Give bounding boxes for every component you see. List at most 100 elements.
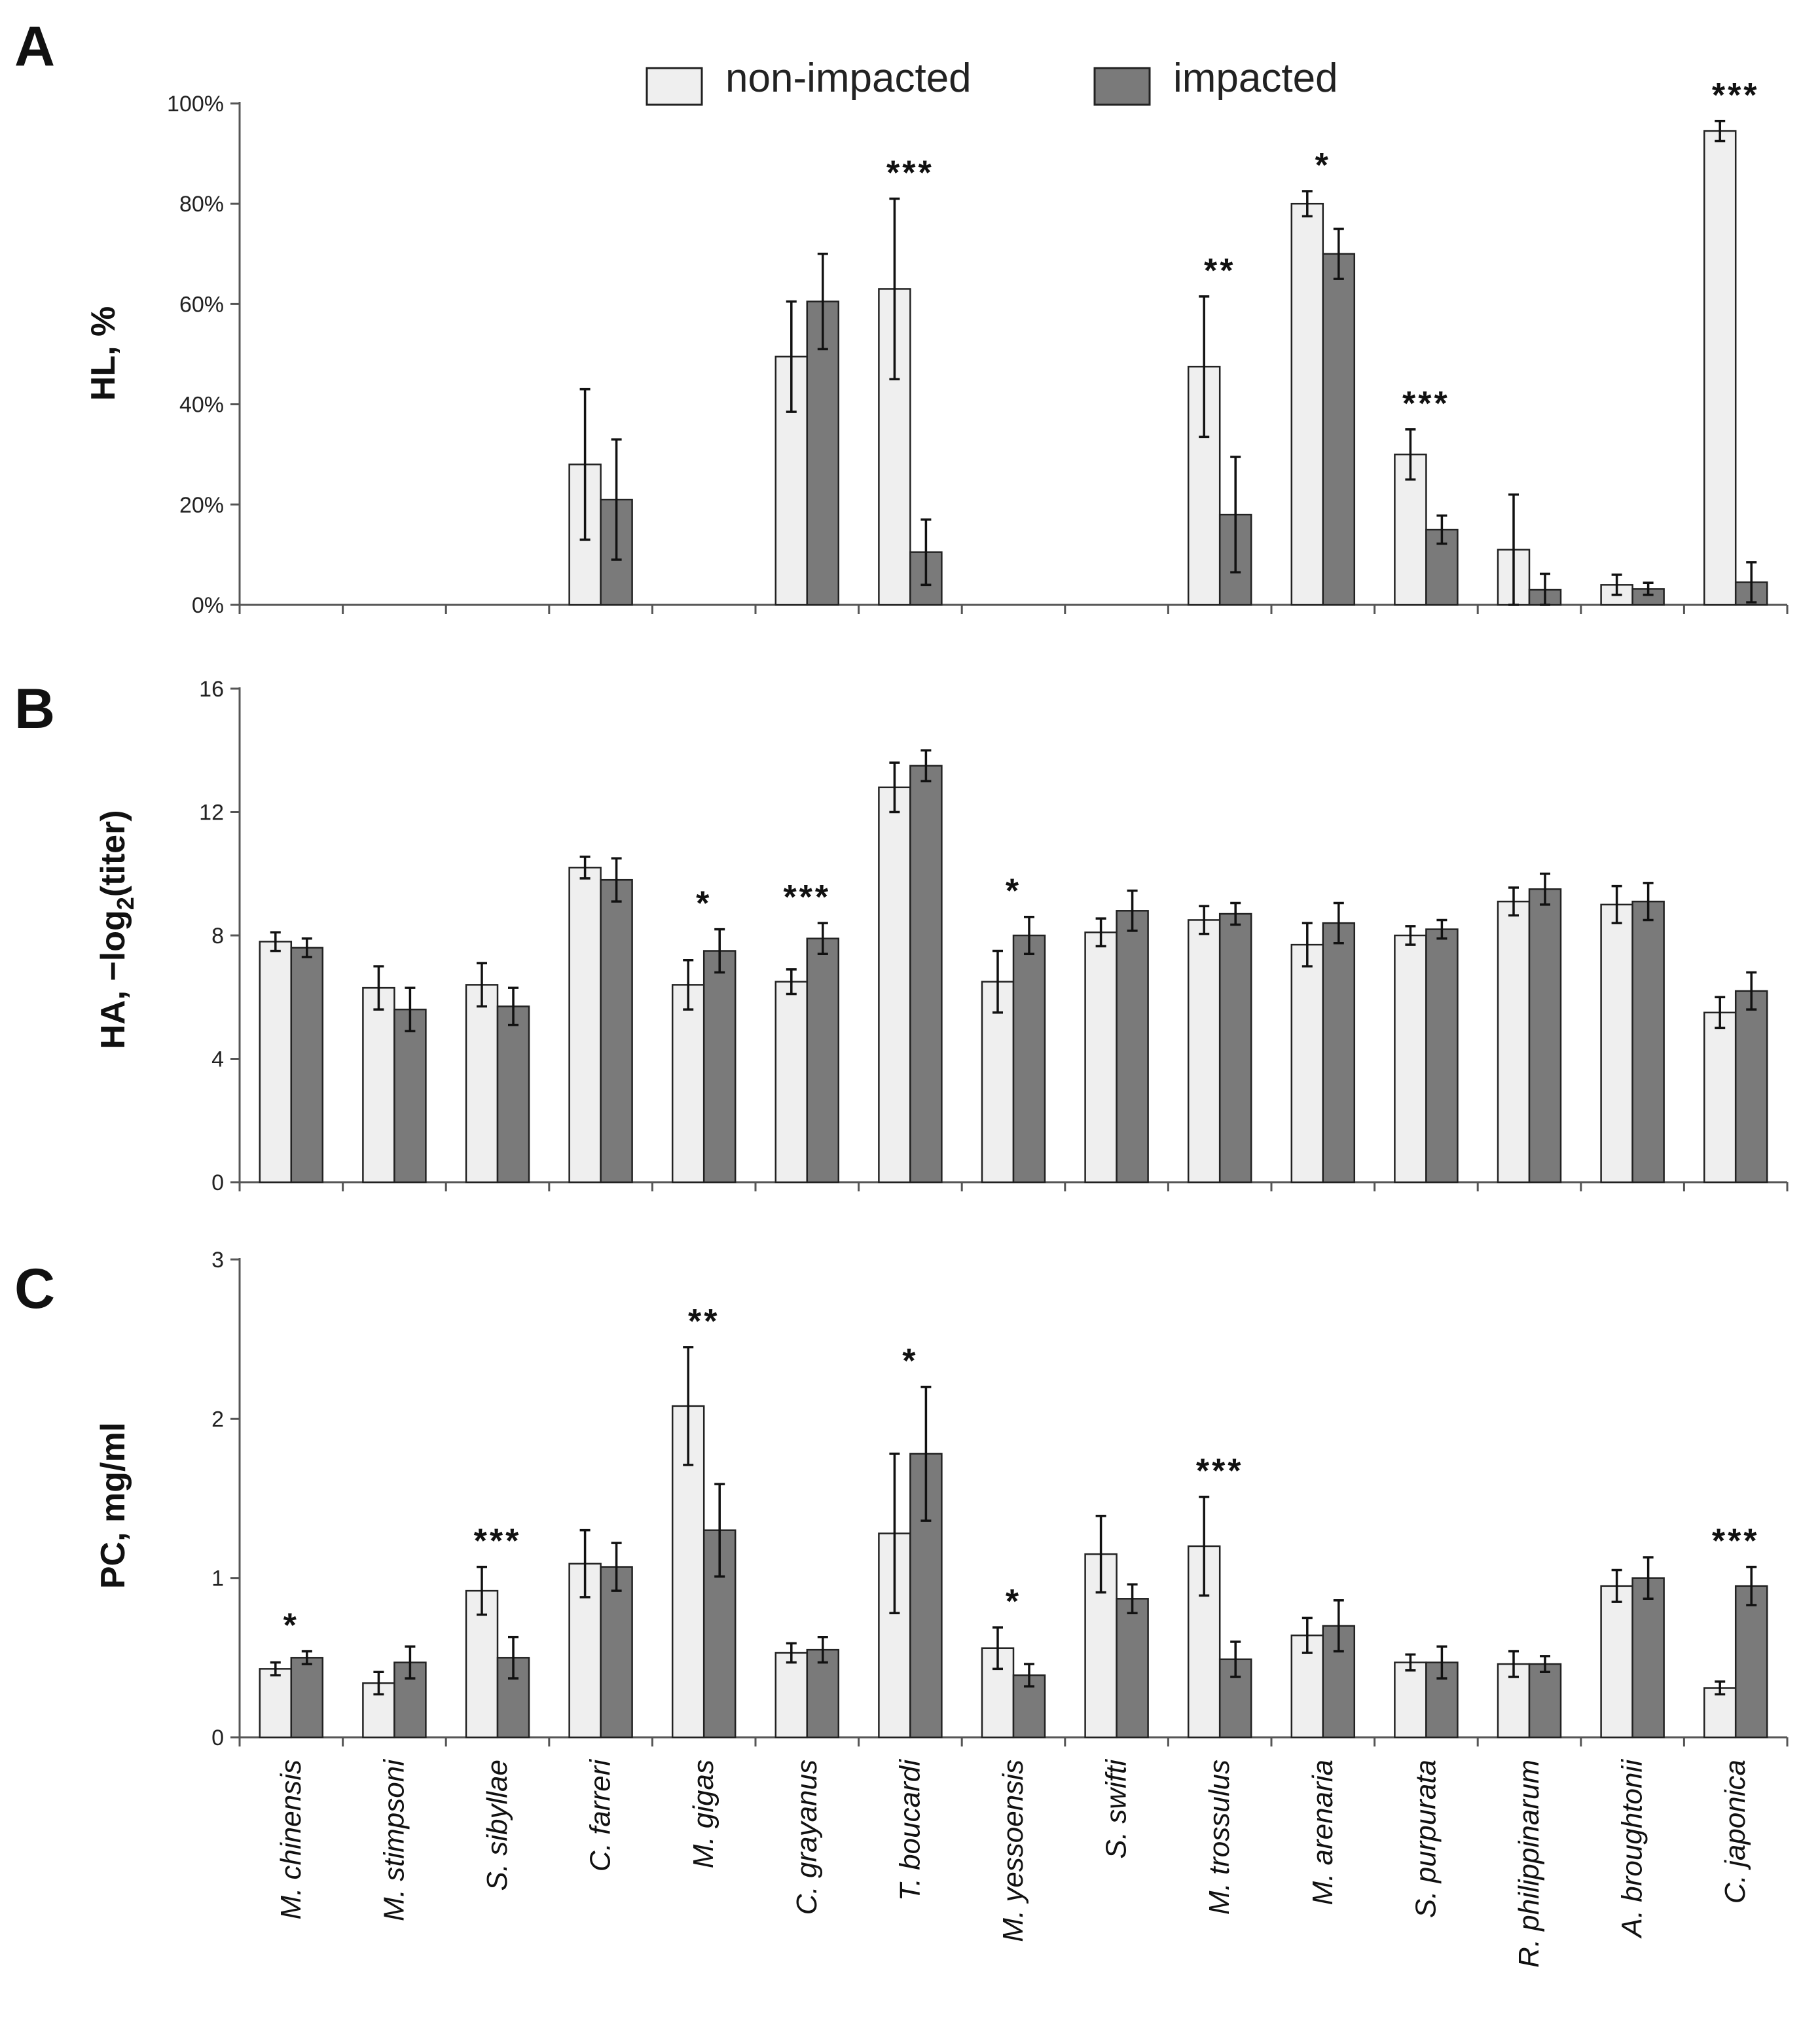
bar-non-impacted-b [671,984,705,1184]
bar-impacted-b [1734,990,1768,1184]
bar-impacted-b [909,765,943,1184]
y-tick-label-b: 16 [199,677,224,702]
y-tick-label-b: 12 [199,801,224,825]
bar-non-impacted-c [774,1652,809,1739]
significance-marker-c: ** [688,1303,719,1341]
x-category-label: R. philippinarum [1513,1760,1545,1968]
y-tick-label-b: 0 [211,1170,224,1195]
bar-non-impacted-b [1600,903,1633,1184]
legend-label-impacted: impacted [1173,56,1338,101]
x-category-label: C. japonica [1719,1760,1751,1904]
y-axis-title-b-end: (titer) [94,810,132,897]
bar-non-impacted-b [259,941,293,1184]
x-category-label: S. sibyllae [481,1760,513,1891]
y-axis-title-c: PC, mg/ml [94,1422,132,1589]
bar-impacted-c [1631,1577,1665,1739]
bar-impacted-a [806,300,840,606]
bar-impacted-b [496,1005,530,1184]
significance-marker-c: *** [1196,1453,1244,1491]
y-axis-title-a: HL, % [84,306,122,401]
legend-label-non-impacted: non-impacted [725,56,972,101]
legend: non-impacted impacted [646,56,1338,106]
significance-marker-a: ** [1204,252,1235,290]
significance-marker-a: *** [1712,77,1760,115]
significance-marker-c: *** [474,1523,522,1561]
x-category-label: A. broughtonii [1616,1759,1648,1940]
x-category-label: M. yessoensis [997,1760,1029,1942]
y-tick-label-a: 100% [167,92,224,117]
y-tick-label-b: 4 [211,1047,224,1072]
x-category-label: M. arenaria [1307,1760,1339,1906]
x-category-label: M. trossulus [1203,1760,1235,1915]
bar-impacted-b [290,947,324,1184]
bar-non-impacted-c [1394,1661,1427,1739]
y-tick-label-b: 8 [211,924,224,949]
y-tick-label-a: 80% [179,192,224,217]
bar-impacted-b [702,950,737,1184]
y-tick-label-c: 2 [211,1407,224,1432]
y-tick-label-a: 20% [179,493,224,518]
panel-label-c: C [14,1257,55,1320]
bar-impacted-c [1528,1663,1562,1739]
y-tick-label-a: 60% [179,292,224,317]
bar-non-impacted-b [878,786,911,1184]
y-tick-label-c: 0 [211,1726,224,1750]
bar-non-impacted-c [259,1668,293,1739]
significance-marker-c: * [283,1607,299,1645]
y-tick-label-c: 3 [211,1248,224,1273]
bar-impacted-b [1528,888,1562,1184]
bar-non-impacted-b [1497,900,1531,1184]
x-category-label: M. chinensis [275,1760,307,1920]
y-tick-label-c: 1 [211,1566,224,1591]
bar-non-impacted-b [1084,932,1118,1184]
legend-swatch-impacted [1093,67,1151,106]
x-category-label: M. stimpsoni [378,1759,410,1921]
x-category-label: S. purpurata [1410,1760,1442,1918]
x-category-label: C. farreri [585,1759,617,1872]
bar-impacted-c [806,1648,840,1739]
significance-marker-c: *** [1712,1523,1760,1561]
significance-marker-b: *** [783,878,831,916]
bar-non-impacted-b [1703,1011,1737,1184]
x-category-label: C. grayanus [791,1760,823,1915]
bar-non-impacted-a [1703,130,1737,606]
bar-impacted-a [1322,253,1356,606]
significance-marker-b: * [696,885,712,923]
bar-non-impacted-b [1187,919,1221,1184]
panel-label-b: B [14,678,55,740]
significance-marker-a: *** [886,154,934,192]
bar-impacted-b [1631,900,1665,1184]
significance-marker-c: * [902,1343,918,1381]
legend-swatch-non-impacted [646,67,703,106]
bar-impacted-a [1425,528,1459,606]
panel-label-a: A [14,15,55,78]
y-tick-label-a: 40% [179,393,224,418]
bar-non-impacted-b [981,981,1015,1184]
bar-non-impacted-b [1394,934,1427,1184]
significance-marker-a: * [1315,147,1331,185]
bar-impacted-c [1116,1598,1149,1739]
y-axis-title-b-main: HA, −log [94,910,132,1049]
y-tick-label-a: 0% [192,593,224,618]
x-category-label: M. gigas [687,1760,719,1868]
y-axis-title-b: HA, −log2(titer) [94,810,139,1049]
significance-marker-c: * [1006,1583,1021,1621]
significance-marker-b: * [1006,873,1021,911]
bar-impacted-b [1012,934,1046,1184]
bar-impacted-b [1425,928,1459,1184]
bar-impacted-b [806,937,840,1184]
bar-impacted-b [1322,922,1356,1184]
bar-non-impacted-b [1290,943,1324,1184]
bar-impacted-b [1116,910,1149,1184]
bar-non-impacted-b [774,981,809,1184]
y-axis-title-b-sub: 2 [112,897,139,910]
bar-impacted-b [393,1008,427,1184]
significance-marker-a: *** [1402,385,1450,423]
bar-impacted-c [496,1657,530,1739]
x-category-label: T. boucardi [894,1759,926,1901]
bar-non-impacted-b [362,986,395,1184]
bar-non-impacted-c [1600,1585,1633,1739]
